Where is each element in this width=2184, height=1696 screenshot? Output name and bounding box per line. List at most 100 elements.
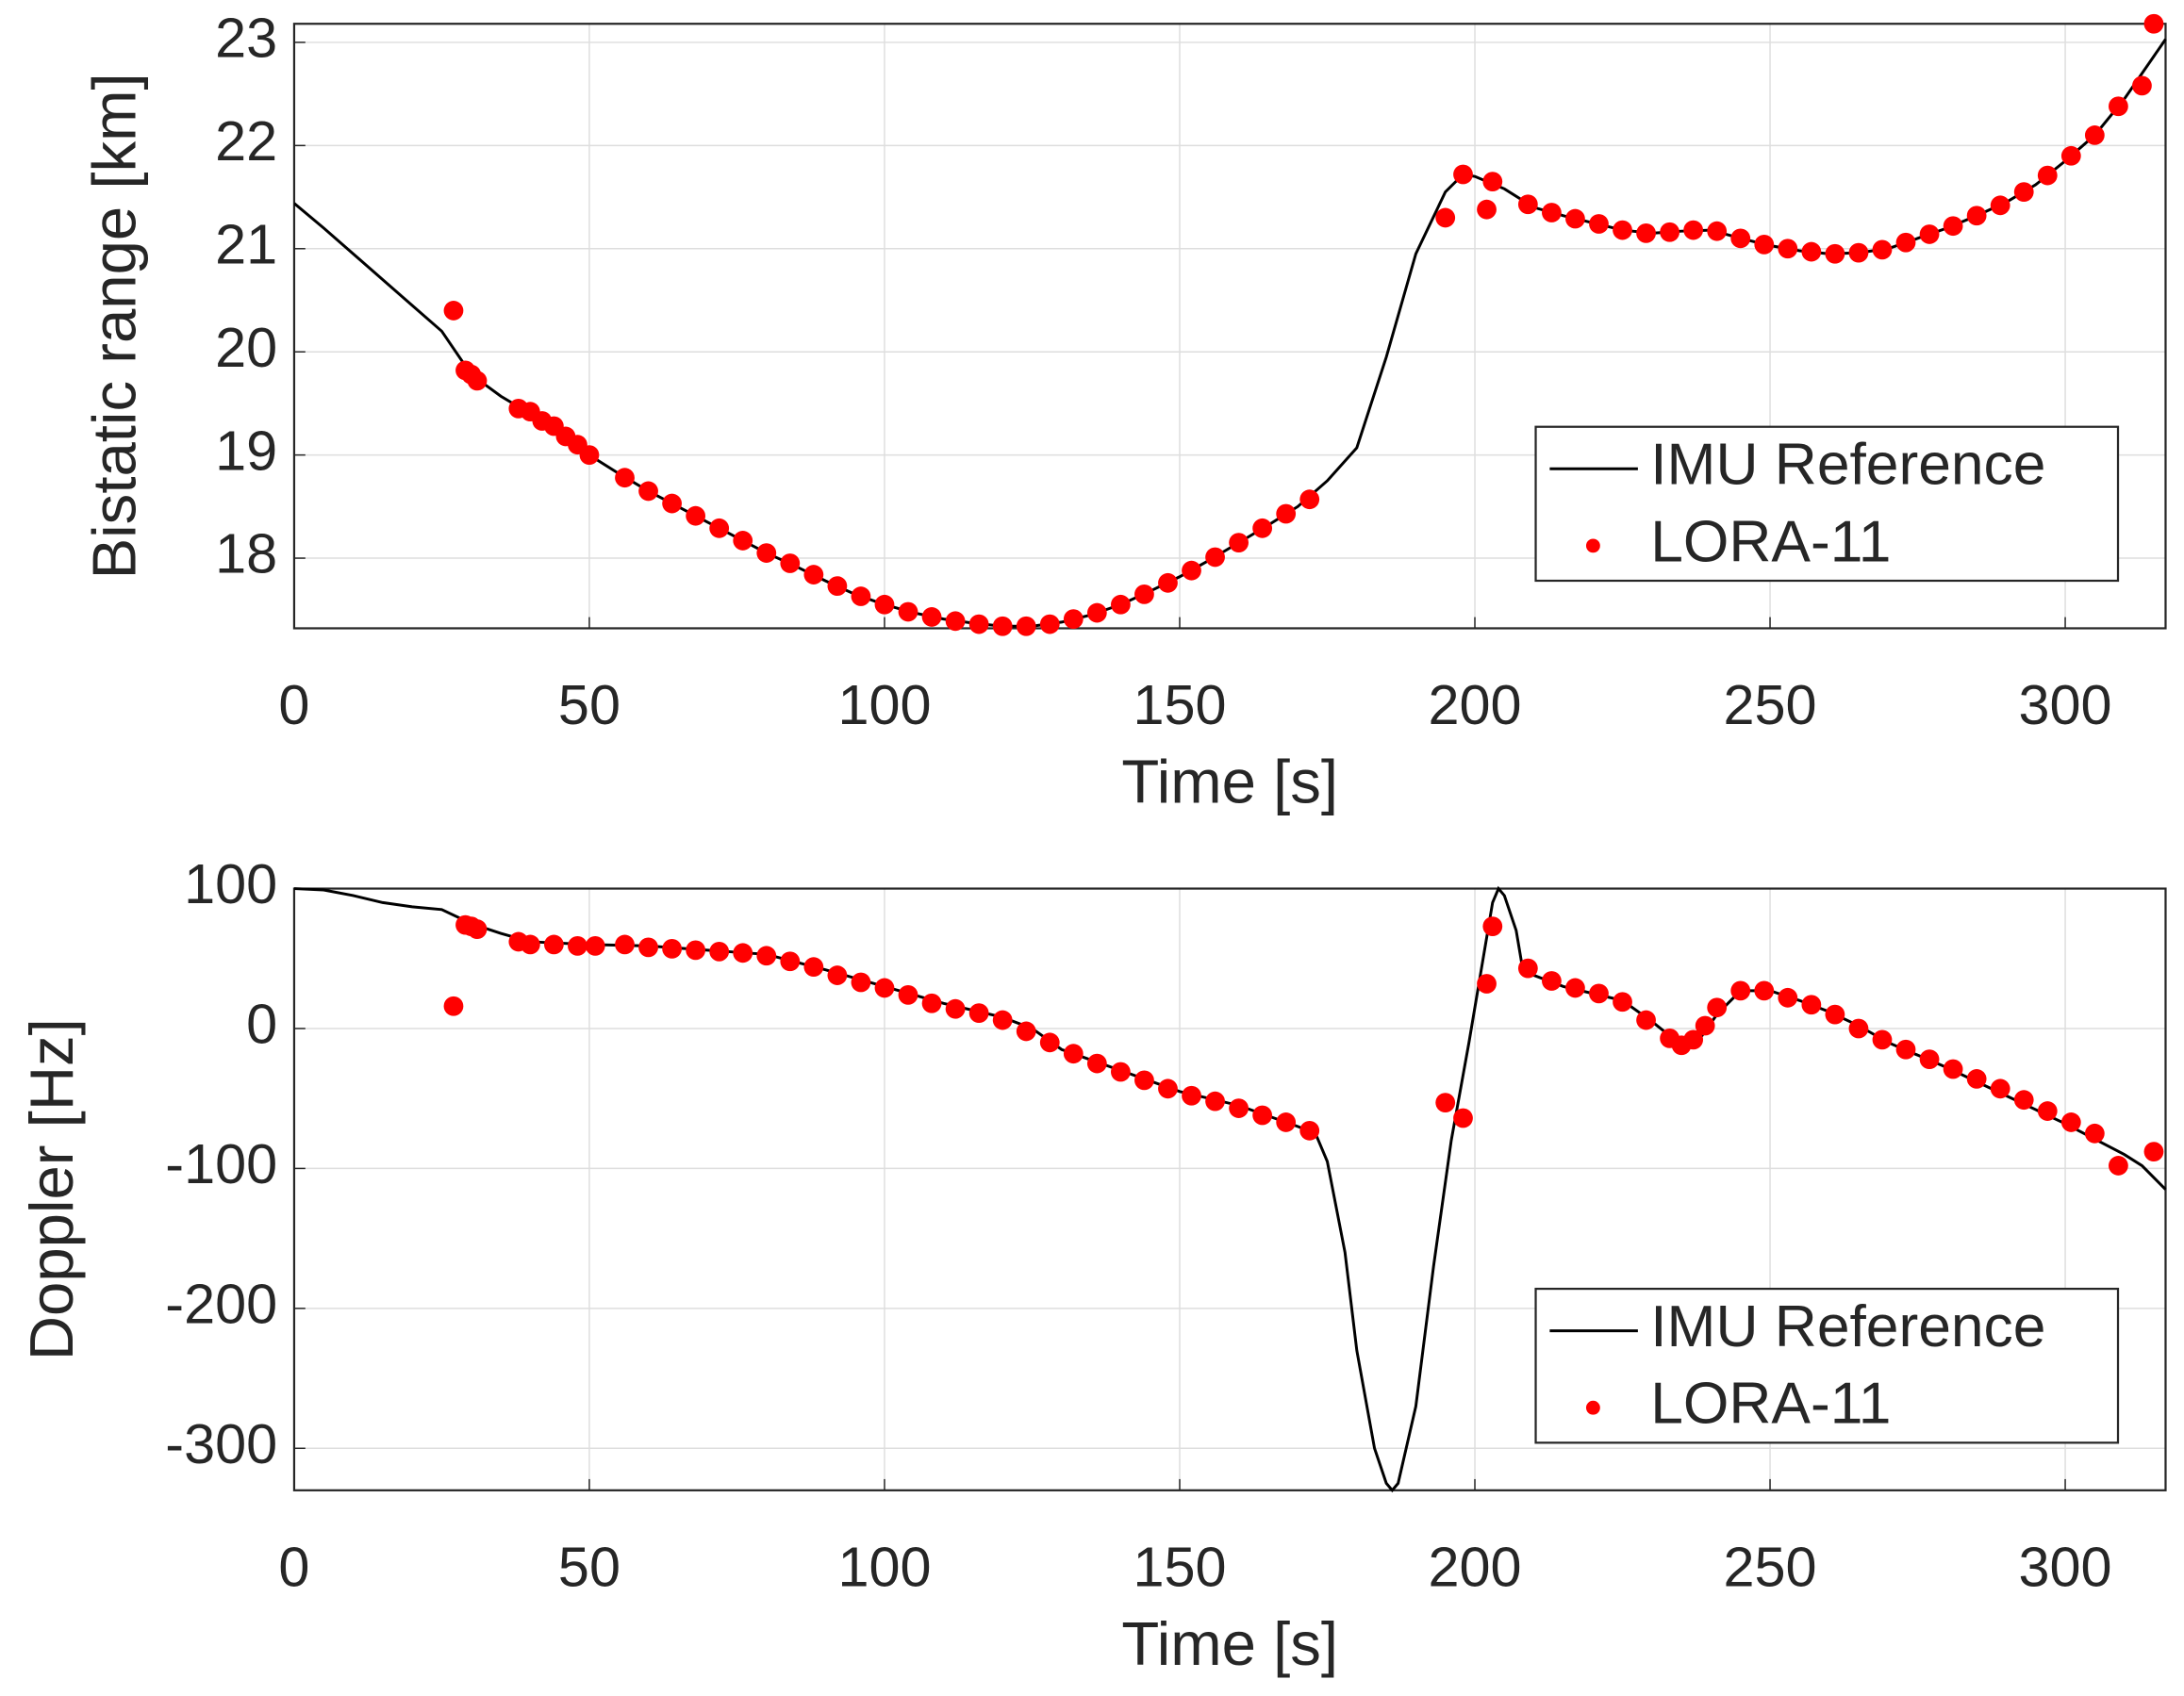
data-point bbox=[1730, 980, 1751, 1001]
data-point bbox=[1943, 1059, 1963, 1079]
y-axis-label: Bistatic range [km] bbox=[80, 73, 149, 579]
data-point bbox=[1086, 602, 1107, 623]
data-point bbox=[443, 301, 464, 321]
x-tick-label: 50 bbox=[558, 1536, 620, 1599]
x-tick-label: 250 bbox=[1724, 673, 1817, 736]
data-point bbox=[709, 941, 730, 962]
data-point bbox=[1453, 164, 1473, 185]
data-point bbox=[662, 938, 682, 959]
data-point bbox=[1482, 172, 1503, 192]
data-point bbox=[1229, 533, 1249, 553]
data-point bbox=[1063, 609, 1084, 630]
data-point bbox=[780, 553, 801, 573]
data-point bbox=[1542, 203, 1562, 222]
data-point bbox=[2060, 1112, 2081, 1132]
y-tick-label: -200 bbox=[165, 1273, 277, 1336]
data-point bbox=[898, 984, 918, 1005]
data-point bbox=[1134, 584, 1154, 604]
data-point bbox=[1636, 222, 1656, 243]
data-point bbox=[803, 957, 824, 978]
x-tick-label: 150 bbox=[1133, 673, 1226, 736]
data-point bbox=[2060, 145, 2081, 166]
data-point bbox=[1276, 1112, 1297, 1132]
y-tick-label: 21 bbox=[215, 212, 277, 275]
y-tick-label: 0 bbox=[246, 993, 277, 1056]
data-point bbox=[1482, 916, 1503, 937]
y-tick-label: 23 bbox=[215, 7, 277, 70]
data-point bbox=[803, 565, 824, 585]
data-point bbox=[1990, 195, 2010, 216]
data-point bbox=[1542, 971, 1562, 991]
data-point bbox=[874, 978, 895, 998]
data-point bbox=[1801, 241, 1822, 262]
data-point bbox=[756, 543, 777, 563]
data-point bbox=[1517, 958, 1538, 979]
legend: IMU Reference LORA-11 bbox=[1534, 425, 2120, 583]
data-point bbox=[2013, 1090, 2034, 1111]
legend-label: IMU Reference bbox=[1650, 433, 2045, 498]
data-point bbox=[1435, 207, 1456, 228]
x-tick-label: 100 bbox=[837, 673, 931, 736]
data-point bbox=[1636, 1010, 1656, 1030]
x-tick-label: 200 bbox=[1428, 1536, 1521, 1599]
data-point bbox=[756, 946, 777, 966]
data-point bbox=[585, 936, 605, 956]
data-point bbox=[1182, 1085, 1201, 1106]
data-point bbox=[1453, 1108, 1473, 1128]
data-point bbox=[579, 445, 600, 466]
x-tick-label: 100 bbox=[837, 1536, 931, 1599]
x-tick-label: 0 bbox=[278, 1536, 309, 1599]
data-point bbox=[1966, 1069, 1987, 1089]
data-point bbox=[1895, 232, 1916, 253]
data-point bbox=[1016, 1021, 1036, 1042]
x-tick-label: 300 bbox=[2019, 1536, 2112, 1599]
data-point bbox=[709, 518, 730, 538]
data-point bbox=[921, 607, 942, 627]
data-point bbox=[2084, 125, 2105, 145]
data-point bbox=[520, 934, 540, 955]
data-point bbox=[1589, 983, 1609, 1004]
data-point bbox=[968, 614, 989, 634]
y-tick-label: -100 bbox=[165, 1132, 277, 1195]
data-point bbox=[945, 611, 966, 632]
y-tick-label: 22 bbox=[215, 109, 277, 173]
data-point bbox=[1778, 239, 1798, 259]
y-tick-label: 18 bbox=[215, 522, 277, 585]
data-point bbox=[1730, 228, 1751, 249]
x-tick-label: 150 bbox=[1133, 1536, 1226, 1599]
data-point bbox=[1825, 243, 1845, 264]
data-point bbox=[1299, 489, 1320, 510]
x-tick-label: 300 bbox=[2019, 673, 2112, 736]
data-point bbox=[1778, 987, 1798, 1008]
data-point bbox=[1063, 1044, 1084, 1064]
data-point bbox=[1613, 220, 1632, 240]
data-point bbox=[2013, 182, 2034, 202]
data-point bbox=[874, 594, 895, 615]
data-point bbox=[1943, 216, 1963, 237]
data-point bbox=[1477, 974, 1497, 994]
y-tick-label: 19 bbox=[215, 419, 277, 482]
data-point bbox=[1683, 220, 1704, 240]
data-point bbox=[1895, 1039, 1916, 1060]
data-point bbox=[1872, 239, 1893, 260]
data-point bbox=[851, 586, 871, 606]
x-tick-label: 200 bbox=[1428, 673, 1521, 736]
legend-box bbox=[1534, 1287, 2120, 1444]
data-point bbox=[568, 936, 587, 956]
data-point bbox=[1110, 1062, 1131, 1082]
data-point bbox=[1848, 1018, 1869, 1039]
data-point bbox=[615, 934, 635, 955]
axes-frame bbox=[292, 23, 2167, 630]
data-point bbox=[1299, 1120, 1320, 1141]
data-point bbox=[898, 601, 918, 622]
legend-swatch bbox=[1585, 1400, 1600, 1415]
data-point bbox=[1435, 1093, 1456, 1113]
chart: 0 50 100 150 200 250 300 -300 -200 -100 0 100 Time [… bbox=[17, 852, 2167, 1678]
data-point bbox=[2037, 1101, 2058, 1121]
data-point bbox=[780, 951, 801, 972]
data-point bbox=[1613, 992, 1632, 1013]
data-point bbox=[2109, 96, 2128, 117]
data-point bbox=[544, 934, 564, 955]
data-point bbox=[945, 998, 966, 1019]
